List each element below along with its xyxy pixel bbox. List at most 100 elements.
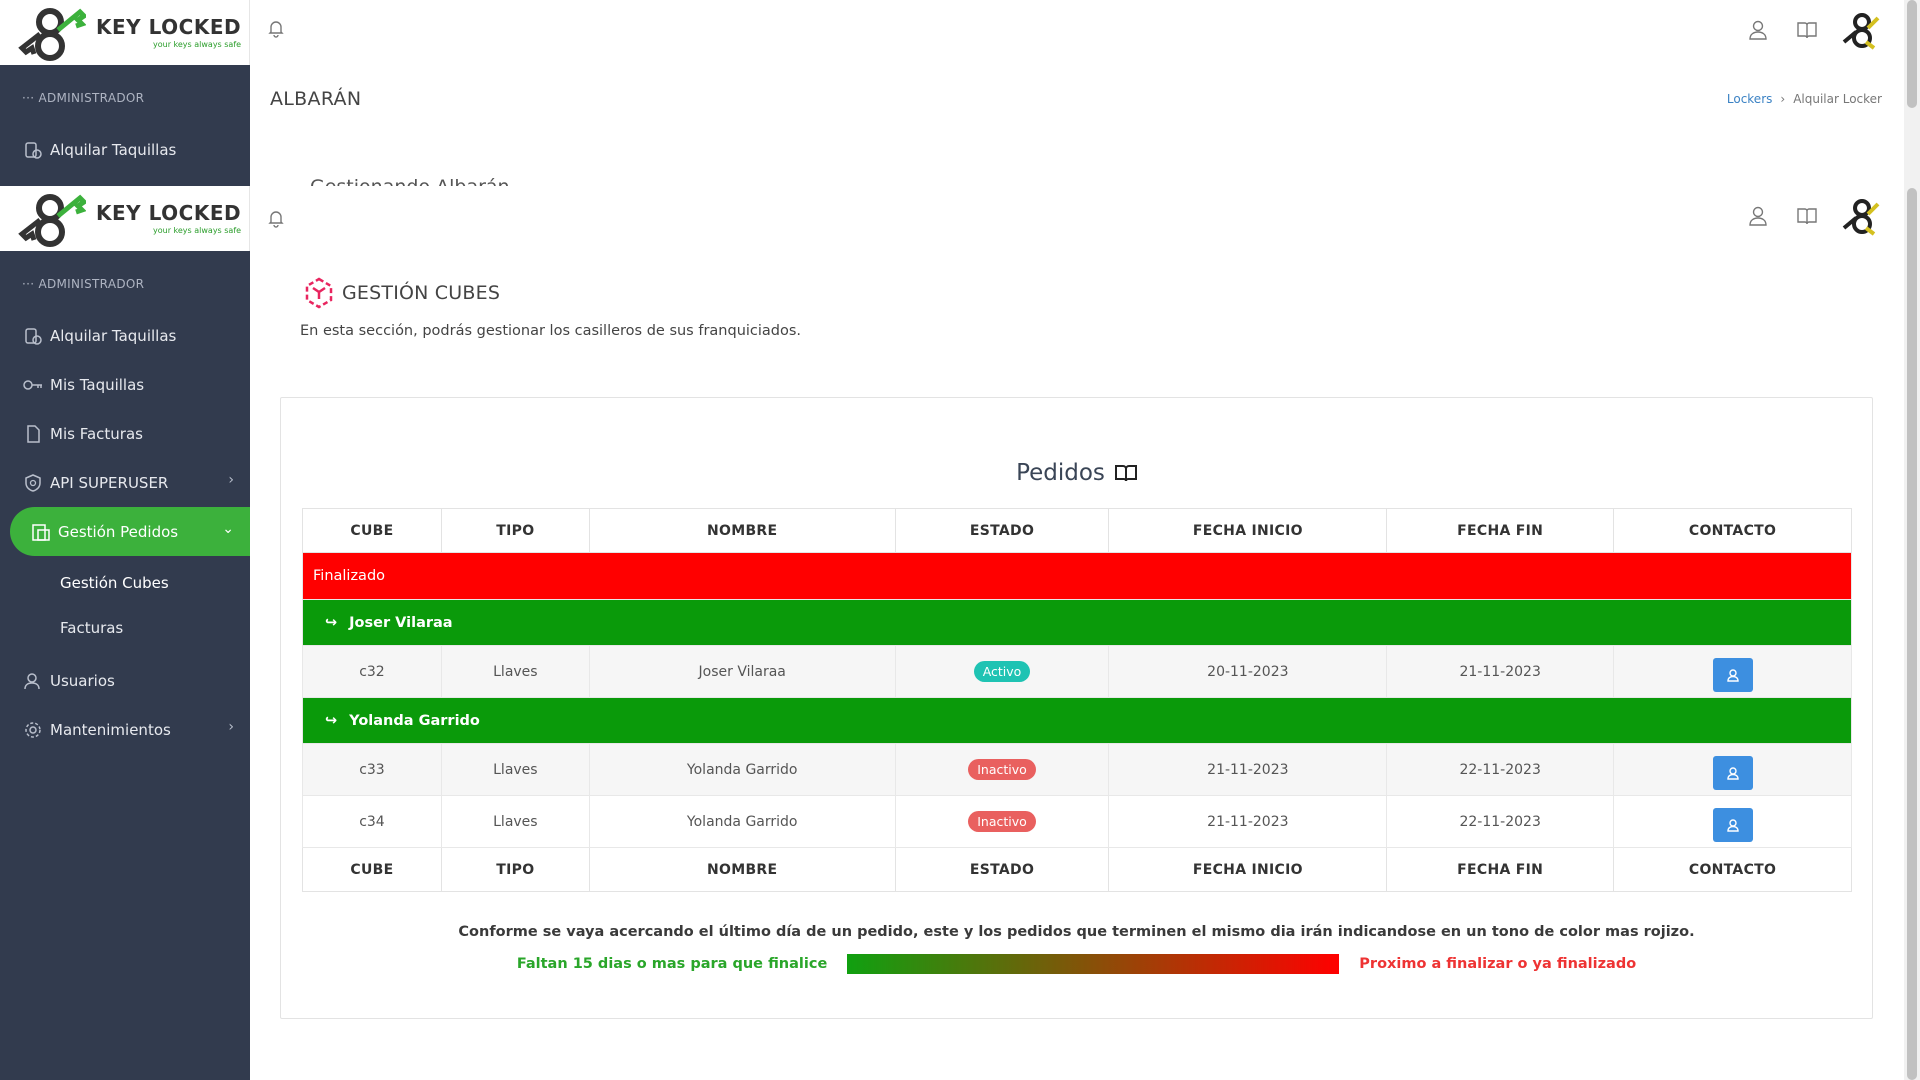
logo-subtitle: your keys always safe	[153, 40, 242, 49]
sidebar-item-label: Gestión Pedidos	[58, 522, 179, 541]
subdirectory-arrow-icon: ↪	[325, 712, 338, 729]
breadcrumb-link[interactable]: Lockers	[1726, 92, 1773, 106]
column-footer-contacto: CONTACTO	[1613, 847, 1852, 892]
sidebar-item-label: Alquilar Taquillas	[50, 326, 177, 345]
logo[interactable]: KEY LOCKED your keys always safe	[0, 0, 250, 65]
cell-tipo: Llaves	[440, 795, 590, 848]
user-icon[interactable]	[1747, 205, 1769, 227]
scrollbar[interactable]	[1904, 0, 1920, 1080]
cell-fecha-inicio: 20-11-2023	[1108, 645, 1388, 698]
cell-fecha-fin: 22-11-2023	[1386, 795, 1615, 848]
top-bar	[250, 0, 1920, 60]
column-footer-fecha-fin: FECHA FIN	[1386, 847, 1615, 892]
column-header-tipo[interactable]: TIPO	[440, 508, 590, 553]
cell-fecha-fin: 22-11-2023	[1386, 743, 1615, 796]
sidebar-item-alquilar-taquillas[interactable]: Alquilar Taquillas	[0, 311, 250, 360]
page-description: En esta sección, podrás gestionar los ca…	[300, 323, 802, 339]
orders-icon	[30, 521, 52, 543]
breadcrumb: Lockers › Alquilar Locker	[1727, 92, 1882, 106]
cell-cube: c33	[302, 743, 442, 796]
sidebar-item-mantenimientos[interactable]: Mantenimientos ›	[0, 705, 250, 754]
legend-left-label: Faltan 15 dias o mas para que finalice	[516, 956, 828, 972]
client-group-row[interactable]: ↪ Yolanda Garrido	[302, 697, 1852, 744]
sidebar-item-gestion-pedidos[interactable]: Gestión Pedidos ⌄	[10, 507, 250, 556]
bell-icon[interactable]	[266, 208, 286, 228]
key-logo-icon	[18, 7, 86, 61]
sidebar-item-label: Mis Facturas	[50, 424, 143, 443]
sidebar-subitem-gestion-cubes[interactable]: Gestión Cubes	[0, 560, 250, 605]
cell-contacto	[1613, 795, 1852, 848]
logo[interactable]: KEY LOCKED your keys always safe	[0, 186, 250, 251]
column-header-fecha-inicio[interactable]: FECHA INICIO	[1108, 508, 1388, 553]
cell-cube: c34	[302, 795, 442, 848]
avatar[interactable]	[1838, 194, 1882, 238]
user-icon[interactable]	[1747, 19, 1769, 41]
table-footer: CUBE TIPO NOMBRE ESTADO FECHA INICIO FEC…	[302, 847, 1852, 892]
column-header-estado[interactable]: ESTADO	[894, 508, 1110, 553]
avatar[interactable]	[1838, 8, 1882, 52]
book-icon[interactable]	[1796, 19, 1818, 41]
column-header-fecha-fin[interactable]: FECHA FIN	[1386, 508, 1615, 553]
subdirectory-arrow-icon: ↪	[325, 614, 338, 631]
sidebar-background: KEY LOCKED your keys always safe ··· ADM…	[0, 0, 250, 186]
scrollbar-thumb-top[interactable]	[1907, 0, 1917, 108]
logo-title: KEY LOCKED	[96, 15, 242, 39]
sidebar-subitem-facturas[interactable]: Facturas	[0, 605, 250, 650]
locker-icon	[22, 325, 44, 347]
column-footer-tipo: TIPO	[440, 847, 590, 892]
cell-estado: Activo	[894, 645, 1110, 698]
cell-tipo: Llaves	[440, 645, 590, 698]
status-group-label: Finalizado	[302, 552, 1852, 600]
status-badge: Activo	[973, 661, 1031, 682]
contact-button[interactable]	[1712, 807, 1753, 842]
user-icon	[1726, 668, 1739, 682]
sidebar-subitem-label: Facturas	[60, 618, 124, 637]
table-header: CUBE TIPO NOMBRE ESTADO FECHA INICIO FEC…	[302, 508, 1852, 553]
client-group-label: Yolanda Garrido	[349, 712, 480, 729]
sidebar-item-mis-facturas[interactable]: Mis Facturas	[0, 409, 250, 458]
client-group-row[interactable]: ↪ Joser Vilaraa	[302, 599, 1852, 646]
contact-button[interactable]	[1712, 657, 1753, 692]
scrollbar-thumb[interactable]	[1907, 188, 1917, 1080]
sidebar-item-mis-taquillas[interactable]: Mis Taquillas	[0, 360, 250, 409]
table-row: c33 Llaves Yolanda Garrido Inactivo 21-1…	[302, 743, 1852, 796]
bell-icon[interactable]	[266, 18, 286, 38]
legend-gradient-bar	[847, 954, 1340, 974]
cell-tipo: Llaves	[440, 743, 590, 796]
orders-title: Pedidos	[281, 460, 1872, 486]
cell-fecha-fin: 21-11-2023	[1386, 645, 1615, 698]
sidebar-item-label: API SUPERUSER	[50, 473, 169, 492]
orders-table: CUBE TIPO NOMBRE ESTADO FECHA INICIO FEC…	[302, 508, 1852, 892]
sidebar-item-api-superuser[interactable]: API SUPERUSER ›	[0, 458, 250, 507]
status-badge: Inactivo	[968, 759, 1036, 780]
sidebar-item-alquilar-taquillas[interactable]: Alquilar Taquillas	[0, 125, 250, 174]
cell-contacto	[1613, 743, 1852, 796]
cell-contacto	[1613, 645, 1852, 698]
page-subtitle: Gestionando Albarán	[310, 176, 510, 186]
column-footer-fecha-inicio: FECHA INICIO	[1108, 847, 1388, 892]
sidebar-item-usuarios[interactable]: Usuarios	[0, 656, 250, 705]
page-title: ALBARÁN	[270, 88, 362, 110]
shield-icon	[22, 472, 44, 494]
cell-cube: c32	[302, 645, 442, 698]
breadcrumb-current: Alquilar Locker	[1793, 92, 1882, 106]
logo-subtitle: your keys always safe	[153, 226, 242, 235]
color-legend: Faltan 15 dias o mas para que finalice P…	[281, 954, 1872, 974]
contact-button[interactable]	[1712, 755, 1753, 790]
cell-nombre: Yolanda Garrido	[588, 795, 896, 848]
sidebar-section-label: ··· ADMINISTRADOR	[22, 277, 145, 291]
book-icon[interactable]	[1114, 464, 1137, 482]
column-header-contacto[interactable]: CONTACTO	[1613, 508, 1852, 553]
book-icon[interactable]	[1796, 205, 1818, 227]
user-icon	[22, 670, 44, 692]
section-header: GESTIÓN CUBES	[302, 276, 500, 310]
column-header-nombre[interactable]: NOMBRE	[588, 508, 896, 553]
chevron-right-icon: ›	[1780, 92, 1786, 106]
user-icon	[1726, 766, 1739, 780]
column-header-cube[interactable]: CUBE	[302, 508, 442, 553]
cube-icon	[305, 277, 333, 309]
column-footer-estado: ESTADO	[894, 847, 1110, 892]
sidebar-item-label: Mantenimientos	[50, 720, 171, 739]
cell-fecha-inicio: 21-11-2023	[1108, 795, 1388, 848]
cell-nombre: Joser Vilaraa	[588, 645, 896, 698]
